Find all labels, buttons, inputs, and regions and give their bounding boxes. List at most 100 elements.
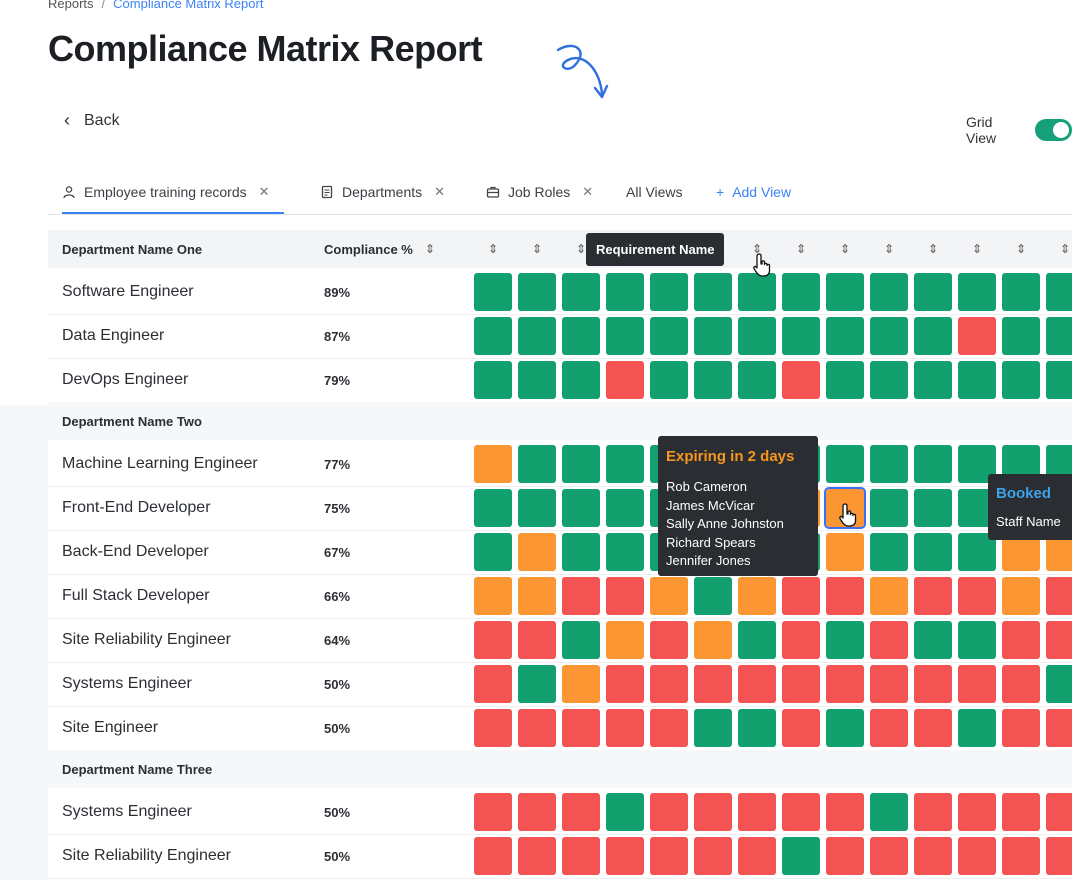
requirement-status-cell[interactable] (870, 273, 908, 311)
requirement-status-cell[interactable] (650, 361, 688, 399)
requirement-status-cell[interactable] (518, 533, 556, 571)
requirement-status-cell[interactable] (1002, 709, 1040, 747)
requirement-sort-icon[interactable]: ⇕ (972, 242, 983, 256)
requirement-status-cell[interactable] (606, 445, 644, 483)
requirement-status-cell[interactable] (870, 361, 908, 399)
requirement-status-cell[interactable] (694, 709, 732, 747)
requirement-status-cell[interactable] (826, 793, 864, 831)
requirement-status-cell[interactable] (562, 621, 600, 659)
requirement-status-cell[interactable] (1002, 577, 1040, 615)
requirement-status-cell[interactable] (474, 445, 512, 483)
requirement-status-cell[interactable] (958, 317, 996, 355)
requirement-status-cell[interactable] (1046, 709, 1072, 747)
requirement-status-cell[interactable] (914, 533, 952, 571)
table-row[interactable]: Back-End Developer 67% (48, 530, 1072, 575)
requirement-sort-icon[interactable]: ⇕ (884, 242, 895, 256)
table-row[interactable]: Front-End Developer 75% (48, 486, 1072, 531)
requirement-status-cell[interactable] (826, 445, 864, 483)
requirement-status-cell[interactable] (518, 665, 556, 703)
requirement-status-cell[interactable] (870, 489, 908, 527)
requirement-status-cell[interactable] (650, 621, 688, 659)
requirement-status-cell[interactable] (474, 533, 512, 571)
tab-departments[interactable]: Departments ✕ (320, 172, 445, 212)
requirement-status-cell[interactable] (1002, 837, 1040, 875)
requirement-status-cell[interactable] (826, 709, 864, 747)
requirement-status-cell[interactable] (738, 793, 776, 831)
requirement-status-cell[interactable] (474, 361, 512, 399)
requirement-status-cell[interactable] (562, 489, 600, 527)
requirement-status-cell[interactable] (738, 709, 776, 747)
requirement-status-cell[interactable] (914, 837, 952, 875)
requirement-status-cell[interactable] (782, 317, 820, 355)
requirement-status-cell[interactable] (650, 709, 688, 747)
requirement-status-cell[interactable] (650, 793, 688, 831)
requirement-status-cell[interactable] (518, 709, 556, 747)
requirement-sort-icon[interactable]: ⇕ (840, 242, 851, 256)
table-row[interactable]: Full Stack Developer 66% (48, 574, 1072, 619)
requirement-status-cell[interactable] (826, 577, 864, 615)
requirement-status-cell[interactable] (562, 533, 600, 571)
close-icon[interactable]: ✕ (434, 184, 446, 199)
requirement-status-cell[interactable] (518, 489, 556, 527)
requirement-status-cell[interactable] (826, 621, 864, 659)
requirement-sort-icon[interactable]: ⇕ (576, 242, 587, 256)
requirement-status-cell[interactable] (782, 621, 820, 659)
requirement-status-cell[interactable] (562, 317, 600, 355)
requirement-status-cell[interactable] (518, 837, 556, 875)
requirement-status-cell[interactable] (606, 489, 644, 527)
requirement-status-cell[interactable] (474, 577, 512, 615)
tab-all-views[interactable]: All Views (626, 172, 683, 212)
requirement-status-cell[interactable] (694, 665, 732, 703)
requirement-status-cell[interactable] (738, 273, 776, 311)
requirement-status-cell[interactable] (870, 317, 908, 355)
requirement-status-cell[interactable] (606, 273, 644, 311)
requirement-status-cell[interactable] (870, 665, 908, 703)
table-row[interactable]: Data Engineer 87% (48, 314, 1072, 359)
requirement-status-cell[interactable] (958, 273, 996, 311)
requirement-status-cell[interactable] (606, 533, 644, 571)
requirement-sort-icon[interactable]: ⇕ (532, 242, 543, 256)
requirement-status-cell[interactable] (738, 621, 776, 659)
requirement-status-cell[interactable] (1002, 273, 1040, 311)
requirement-status-cell[interactable] (914, 621, 952, 659)
table-row[interactable]: Site Reliability Engineer 50% (48, 834, 1072, 879)
requirement-status-cell[interactable] (958, 665, 996, 703)
requirement-status-cell[interactable] (518, 577, 556, 615)
requirement-status-cell[interactable] (870, 445, 908, 483)
requirement-sort-icon[interactable]: ⇕ (928, 242, 939, 256)
requirement-status-cell[interactable] (562, 577, 600, 615)
requirement-status-cell[interactable] (782, 837, 820, 875)
back-button[interactable]: ‹ Back (64, 110, 120, 131)
requirement-status-cell[interactable] (914, 709, 952, 747)
table-row[interactable]: Site Reliability Engineer 64% (48, 618, 1072, 663)
requirement-status-cell[interactable] (606, 621, 644, 659)
requirement-status-cell[interactable] (650, 577, 688, 615)
requirement-status-cell[interactable] (826, 665, 864, 703)
requirement-status-cell[interactable] (914, 273, 952, 311)
requirement-status-cell[interactable] (914, 793, 952, 831)
requirement-status-cell[interactable] (650, 665, 688, 703)
requirement-status-cell[interactable] (1046, 361, 1072, 399)
requirement-status-cell[interactable] (518, 317, 556, 355)
requirement-status-cell[interactable] (1046, 621, 1072, 659)
requirement-status-cell[interactable] (782, 709, 820, 747)
requirement-status-cell[interactable] (782, 665, 820, 703)
sort-icon[interactable]: ⇕ (424, 242, 435, 256)
requirement-status-cell[interactable] (474, 317, 512, 355)
requirement-status-cell[interactable] (562, 273, 600, 311)
requirement-status-cell[interactable] (562, 709, 600, 747)
requirement-status-cell[interactable] (826, 273, 864, 311)
requirement-status-cell[interactable] (1002, 793, 1040, 831)
requirement-status-cell[interactable] (606, 361, 644, 399)
requirement-status-cell[interactable] (738, 361, 776, 399)
requirement-status-cell[interactable] (694, 273, 732, 311)
requirement-status-cell[interactable] (958, 793, 996, 831)
requirement-status-cell[interactable] (562, 793, 600, 831)
requirement-status-cell[interactable] (606, 837, 644, 875)
requirement-sort-icon[interactable]: ⇕ (752, 242, 763, 256)
requirement-status-cell[interactable] (694, 621, 732, 659)
requirement-status-cell[interactable] (474, 793, 512, 831)
requirement-status-cell[interactable] (958, 621, 996, 659)
requirement-status-cell[interactable] (606, 577, 644, 615)
requirement-status-cell[interactable] (914, 445, 952, 483)
